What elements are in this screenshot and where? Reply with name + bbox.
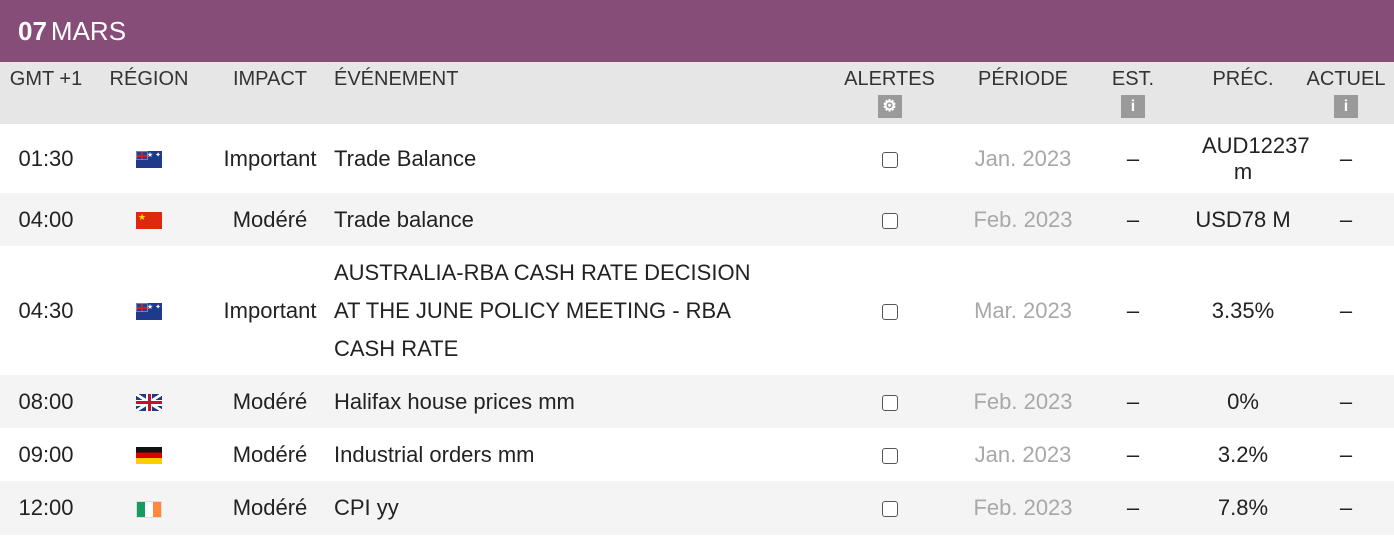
info-icon[interactable]: i [1334,95,1358,118]
row-alert [811,481,968,535]
day-header: 07 MARS [0,0,1394,62]
row-region [92,246,206,375]
col-header-event: ÉVÉNEMENT [334,68,459,90]
row-impact: Modéré [232,441,308,467]
australia-flag-icon [136,151,162,169]
row-est: – [1126,145,1140,171]
gear-icon[interactable]: ⚙ [877,95,902,118]
uk-flag-icon [136,394,162,412]
col-header-prev: PRÉC. [1212,68,1274,90]
row-prev: AUD12237 m [1202,132,1310,184]
row-period: Jan. 2023 [974,145,1072,171]
row-time: 04:00 [18,206,74,232]
australia-flag-icon [136,303,162,321]
row-actual: – [1339,145,1353,171]
row-prev: 3.2% [1217,441,1269,467]
row-est: – [1126,388,1140,414]
alert-checkbox[interactable] [881,212,898,229]
row-alert [811,375,968,428]
col-header-alerts-label: ALERTES [844,68,935,90]
row-period: Feb. 2023 [973,206,1073,232]
row-prev: 3.35% [1211,297,1275,323]
table-row: 12:00 Modéré CPI yy Feb. 2023 – 7.8% – [0,481,1394,535]
row-period: Jan. 2023 [974,441,1072,467]
row-region [92,481,206,535]
ireland-flag-icon [136,500,162,518]
row-alert [811,428,968,481]
row-impact: Modéré [232,495,308,520]
row-region [92,428,206,481]
row-time: 09:00 [18,441,74,467]
row-event[interactable]: Trade balance [334,206,474,232]
col-header-actual-label: ACTUEL [1306,68,1386,90]
row-est: – [1126,297,1140,323]
row-est: – [1126,206,1140,232]
table-header-row: GMT +1 RÉGION IMPACT ÉVÉNEMENT ALERTES ⚙… [0,62,1394,124]
row-event[interactable]: Industrial orders mm [334,441,535,467]
germany-flag-icon [136,447,162,465]
col-header-actual: ACTUEL i [1298,62,1394,124]
row-alert [811,246,968,375]
row-actual: – [1339,388,1353,414]
table-row: 04:00 Modéré Trade balance Feb. 2023 – U… [0,193,1394,246]
row-actual: – [1339,297,1353,323]
row-prev: USD78 M [1195,206,1291,232]
economic-calendar-table: GMT +1 RÉGION IMPACT ÉVÉNEMENT ALERTES ⚙… [0,62,1394,535]
row-time: 01:30 [18,145,74,171]
col-header-period: PÉRIODE [977,68,1069,90]
row-time: 12:00 [18,495,74,520]
col-header-alerts: ALERTES ⚙ [811,62,968,124]
row-region [92,375,206,428]
row-event[interactable]: AUSTRALIA-RBA CASH RATE DECISION AT THE … [334,259,751,361]
row-event[interactable]: CPI yy [334,495,399,520]
row-impact: Modéré [232,388,308,414]
col-header-time: GMT +1 [9,68,83,90]
table-row: 08:00 Modéré Halifax house prices mm Feb… [0,375,1394,428]
col-header-est-label: EST. [1111,68,1155,90]
info-icon[interactable]: i [1121,95,1145,118]
col-header-region: RÉGION [109,68,189,90]
alert-checkbox[interactable] [881,394,898,411]
row-prev: 0% [1227,388,1259,414]
table-row: 04:30 Important AUSTRALIA-RBA CASH RATE … [0,246,1394,375]
china-flag-icon [136,212,162,230]
row-est: – [1126,441,1140,467]
row-impact: Important [223,145,317,171]
row-period: Mar. 2023 [974,297,1072,323]
row-prev: 7.8% [1217,495,1269,520]
alert-checkbox[interactable] [881,501,898,518]
alert-checkbox[interactable] [881,303,898,320]
row-period: Feb. 2023 [973,388,1073,414]
day-number: 07 [18,15,47,46]
col-header-est: EST. i [1078,62,1188,124]
row-est: – [1126,495,1140,520]
col-header-impact: IMPACT [232,68,308,90]
row-alert [811,124,968,193]
row-impact: Important [223,297,317,323]
row-time: 04:30 [18,297,74,323]
row-period: Feb. 2023 [973,495,1073,520]
row-event[interactable]: Trade Balance [334,145,477,171]
table-row: 09:00 Modéré Industrial orders mm Jan. 2… [0,428,1394,481]
row-event[interactable]: Halifax house prices mm [334,388,575,414]
row-alert [811,193,968,246]
row-actual: – [1339,206,1353,232]
row-actual: – [1339,495,1353,520]
alert-checkbox[interactable] [881,151,898,168]
row-region [92,124,206,193]
row-region [92,193,206,246]
table-row: 01:30 Important Trade Balance Jan. 2023 … [0,124,1394,193]
day-month: MARS [50,15,127,46]
row-time: 08:00 [18,388,74,414]
row-impact: Modéré [232,206,308,232]
alert-checkbox[interactable] [881,447,898,464]
row-actual: – [1339,441,1353,467]
